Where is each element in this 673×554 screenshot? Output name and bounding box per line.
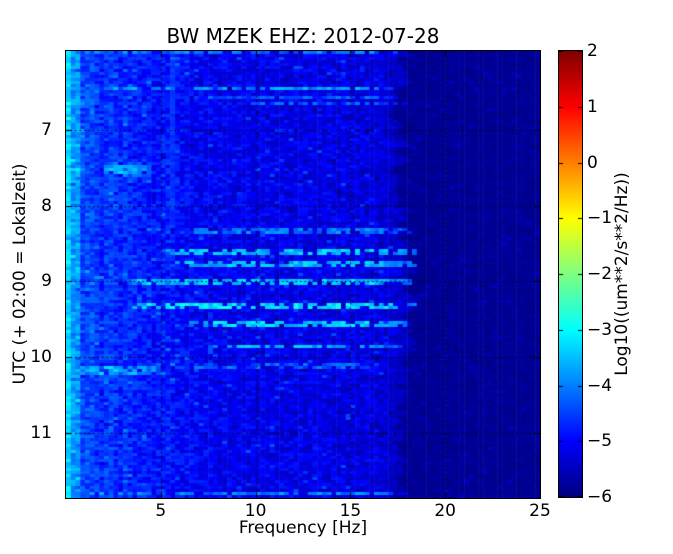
colorbar-tick-label: 0 xyxy=(587,152,598,173)
colorbar-tick-label: 2 xyxy=(587,41,598,61)
y-tick-label: 7 xyxy=(41,119,52,140)
y-tick-label: 8 xyxy=(41,195,52,216)
colorbar-tick-label: −4 xyxy=(587,375,613,396)
x-tick-label: 20 xyxy=(434,501,457,521)
colorbar xyxy=(558,50,583,498)
plot-area xyxy=(65,50,541,499)
y-tick-label: 9 xyxy=(41,271,52,292)
y-tick-label: 11 xyxy=(30,422,52,443)
y-tick-label: 10 xyxy=(30,347,52,368)
colorbar-tick-label: −2 xyxy=(587,264,613,284)
x-axis-label: Frequency [Hz] xyxy=(238,518,368,538)
colorbar-tick-label: −5 xyxy=(587,431,613,452)
colorbar-gradient xyxy=(559,51,582,497)
x-tick-label: 10 xyxy=(244,501,267,521)
colorbar-label: Log10((um**2/s**2/Hz)) xyxy=(612,172,632,376)
x-tick-label: 25 xyxy=(529,501,551,521)
colorbar-tick-label: −6 xyxy=(587,487,613,507)
colorbar-tick-label: −3 xyxy=(587,319,613,340)
colorbar-tick-label: −1 xyxy=(587,208,613,229)
x-tick-label: 5 xyxy=(155,501,167,521)
colorbar-tick-label: 1 xyxy=(587,96,598,117)
plot-title: BW MZEK EHZ: 2012-07-28 xyxy=(166,24,440,48)
spectrogram-image xyxy=(66,51,540,498)
x-tick-label: 15 xyxy=(339,501,362,521)
